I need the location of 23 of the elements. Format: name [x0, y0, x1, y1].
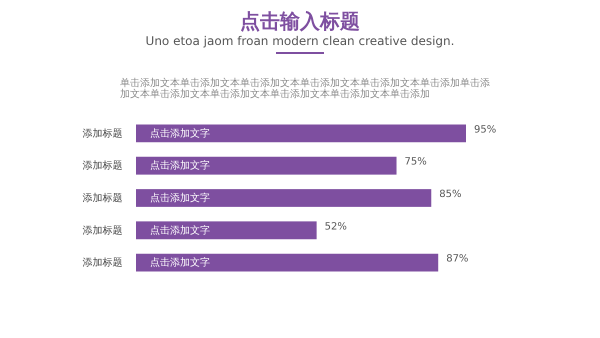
annotation: 点击添加文字	[150, 256, 210, 269]
text: 单击添加文本单击添加文本单击添加文本单击添加文本单击添加文本单击添加单击添加文本单击添加文本单击添加文本单击添加文本单击添加文本单击添加	[120, 78, 490, 100]
chart-title: 点击输入标题	[239, 8, 361, 35]
data-label: 52%	[324, 221, 347, 232]
y-tick-label: 添加标题	[82, 192, 122, 204]
data-label: 87%	[446, 254, 468, 265]
annotation: 点击添加文字	[150, 160, 210, 172]
chart-subtitle: Uno etoa jaom froan modern clean creative design.	[144, 34, 456, 48]
bar	[136, 156, 397, 175]
y-tick-label: 添加标题	[82, 160, 122, 172]
data-label: 85%	[439, 189, 462, 200]
bar	[136, 189, 432, 207]
data-label: 75%	[404, 156, 427, 168]
y-tick-label: 添加标题	[82, 127, 122, 140]
bar	[136, 221, 317, 240]
bar	[136, 254, 438, 272]
y-tick-label: 添加标题	[82, 256, 122, 269]
annotation: 点击添加文字	[150, 192, 210, 204]
annotation: 点击添加文字	[150, 127, 210, 140]
annotation: 点击添加文字	[150, 224, 210, 236]
y-tick-label: 添加标题	[82, 224, 122, 236]
data-label: 95%	[474, 124, 496, 136]
bar	[136, 124, 466, 142]
